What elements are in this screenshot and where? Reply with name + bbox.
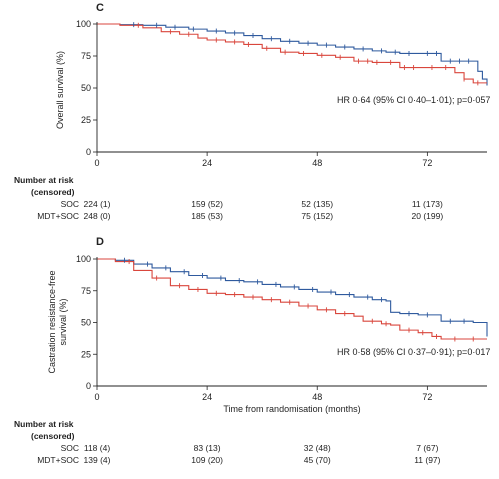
x-tick-label-72-d: 72 — [422, 392, 432, 402]
x-tick-label-48-d: 48 — [312, 392, 322, 402]
risk-label-soc-c: SOC — [61, 199, 79, 209]
panel-letter-d: D — [96, 236, 104, 248]
panel-c-overall-survival: C Overall survival (%) HR 0·64 (95% CI 0… — [14, 2, 490, 221]
x-tick-label-24-d: 24 — [202, 392, 212, 402]
risk-value-c-r1-c3: 20 (199) — [412, 211, 444, 221]
x-ticks-c: 0 24 48 72 — [94, 152, 432, 168]
risk-header-line1-c: Number at risk — [14, 175, 74, 185]
hazard-ratio-annotation-c: HR 0·64 (95% CI 0·40–1·01); p=0·057 — [337, 95, 490, 105]
x-ticks-d: 0 24 48 72 — [94, 386, 432, 402]
panel-d-castration-resistance-free-survival: D Castration resistance-free survival (%… — [14, 236, 490, 465]
risk-value-c-r1-c1: 185 (53) — [191, 211, 223, 221]
y-tick-label-25-d: 25 — [81, 349, 91, 359]
axes-c — [96, 22, 487, 153]
y-tick-label-75-d: 75 — [81, 286, 91, 296]
risk-value-d-r0-c0: 118 (4) — [84, 443, 110, 453]
risk-value-d-r1-c1: 109 (20) — [191, 455, 223, 465]
risk-value-c-r1-c2: 75 (152) — [301, 211, 333, 221]
risk-value-d-r1-c3: 11 (97) — [414, 455, 440, 465]
panel-letter-c: C — [96, 2, 104, 14]
risk-values-d: 118 (4) 83 (13) 32 (48) 7 (67) 139 (4) 109 (2… — [84, 443, 441, 465]
hazard-ratio-annotation-d: HR 0·58 (95% CI 0·37–0·91); p=0·017 — [337, 347, 490, 357]
y-tick-label-100-c: 100 — [76, 19, 91, 29]
risk-header-line2-d: (censored) — [31, 431, 75, 441]
y-axis-title-d-line2: survival (%) — [58, 298, 68, 345]
km-curve-mdt-soc-c — [97, 23, 487, 84]
risk-value-c-r0-c3: 11 (173) — [412, 199, 443, 209]
risk-label-soc-d: SOC — [61, 443, 79, 453]
axes-d — [96, 257, 487, 387]
risk-value-c-r0-c0: 224 (1) — [84, 199, 111, 209]
risk-value-c-r1-c0: 248 (0) — [84, 211, 111, 221]
risk-value-d-r1-c2: 45 (70) — [304, 455, 331, 465]
curves-d — [97, 257, 488, 342]
x-tick-label-0-c: 0 — [94, 158, 99, 168]
y-axis-title-d-line1: Castration resistance-free — [47, 270, 57, 373]
risk-header-line2-c: (censored) — [31, 187, 75, 197]
x-tick-label-48-c: 48 — [312, 158, 322, 168]
y-tick-label-25-c: 25 — [81, 115, 91, 125]
x-axis-title-d: Time from randomisation (months) — [223, 404, 360, 414]
km-curve-mdt-soc-d — [97, 258, 487, 340]
curves-c — [97, 22, 488, 86]
risk-value-d-r0-c2: 32 (48) — [304, 443, 331, 453]
risk-values-c: 224 (1) 159 (52) 52 (135) 11 (173) 248 (0) 18… — [84, 199, 444, 221]
risk-value-c-r0-c1: 159 (52) — [191, 199, 223, 209]
risk-value-c-r0-c2: 52 (135) — [301, 199, 333, 209]
y-ticks-c: 0 25 50 75 100 — [76, 19, 97, 157]
km-curve-soc-d — [97, 258, 488, 337]
y-axis-title-c: Overall survival (%) — [55, 51, 65, 129]
y-tick-label-50-c: 50 — [81, 83, 91, 93]
y-tick-label-0-d: 0 — [86, 381, 91, 391]
y-tick-label-50-d: 50 — [81, 318, 91, 328]
y-ticks-d: 0 25 50 75 100 — [76, 254, 97, 391]
x-tick-label-0-d: 0 — [94, 392, 99, 402]
risk-label-mdt-soc-c: MDT+SOC — [37, 211, 79, 221]
y-tick-label-100-d: 100 — [76, 254, 91, 264]
y-tick-label-0-c: 0 — [86, 147, 91, 157]
risk-value-d-r0-c1: 83 (13) — [194, 443, 221, 453]
risk-label-mdt-soc-d: MDT+SOC — [37, 455, 79, 465]
x-tick-label-24-c: 24 — [202, 158, 212, 168]
risk-value-d-r1-c0: 139 (4) — [84, 455, 111, 465]
risk-header-line1-d: Number at risk — [14, 419, 74, 429]
risk-value-d-r0-c3: 7 (67) — [416, 443, 438, 453]
y-tick-label-75-c: 75 — [81, 51, 91, 61]
km-curve-soc-c — [97, 23, 488, 86]
x-tick-label-72-c: 72 — [422, 158, 432, 168]
